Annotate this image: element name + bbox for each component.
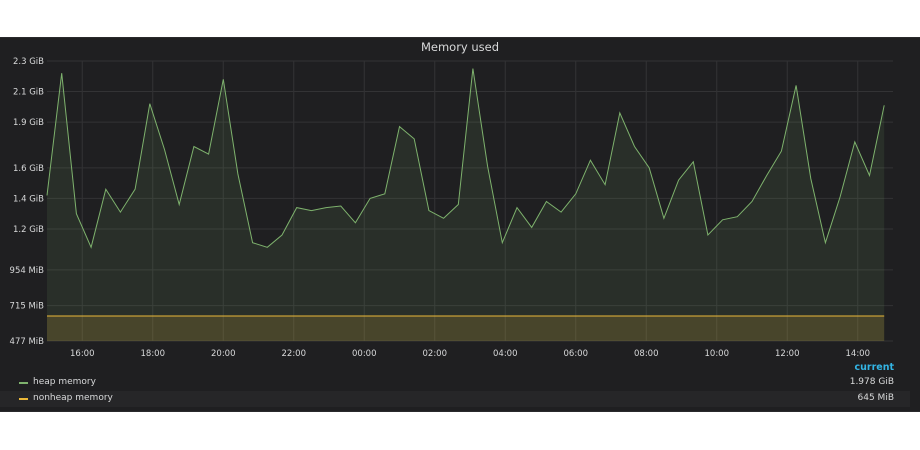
y-tick-label: 954 MiB xyxy=(10,266,45,276)
x-tick-label: 18:00 xyxy=(141,349,166,359)
y-tick-label: 477 MiB xyxy=(10,337,45,347)
y-tick-label: 1.9 GiB xyxy=(13,118,44,128)
x-tick-label: 14:00 xyxy=(846,349,871,359)
x-tick-label: 22:00 xyxy=(282,349,307,359)
x-tick-label: 20:00 xyxy=(211,349,236,359)
x-tick-label: 02:00 xyxy=(423,349,448,359)
heap-memory-area xyxy=(47,68,885,341)
y-tick-label: 715 MiB xyxy=(10,302,45,312)
y-tick-label: 2.3 GiB xyxy=(13,57,44,67)
legend-item-heap-memory[interactable]: heap memory 1.978 GiB xyxy=(0,375,910,391)
x-tick-label: 04:00 xyxy=(493,349,518,359)
x-tick-label: 16:00 xyxy=(70,349,95,359)
graph-panel: Memory used 2.3 GiB 2.1 GiB 1.9 GiB 1.6 GiB… xyxy=(0,37,920,412)
x-tick-label: 10:00 xyxy=(705,349,730,359)
legend-current-value: 1.978 GiB xyxy=(849,377,894,387)
heap-memory-line xyxy=(46,68,885,249)
y-tick-label: 1.4 GiB xyxy=(13,194,44,204)
nonheap-memory-swatch xyxy=(19,398,28,400)
legend-label[interactable]: heap memory xyxy=(33,377,96,387)
x-tick-label: 08:00 xyxy=(634,349,659,359)
heap-memory-swatch xyxy=(19,382,28,384)
y-tick-label: 2.1 GiB xyxy=(13,88,44,98)
memory-chart: 2.3 GiB 2.1 GiB 1.9 GiB 1.6 GiB 1.4 GiB 1.2 G… xyxy=(10,57,893,359)
x-tick-label: 00:00 xyxy=(352,349,377,359)
y-tick-label: 1.6 GiB xyxy=(13,164,44,174)
legend-label[interactable]: nonheap memory xyxy=(33,393,113,403)
y-tick-label: 1.2 GiB xyxy=(13,225,44,235)
legend-current-header[interactable]: current xyxy=(854,362,894,373)
x-tick-label: 12:00 xyxy=(775,349,800,359)
nonheap-memory-area xyxy=(47,316,885,341)
legend-current-value: 645 MiB xyxy=(857,393,894,403)
x-tick-label: 06:00 xyxy=(564,349,589,359)
panel-title[interactable]: Memory used xyxy=(420,40,500,54)
legend-item-nonheap-memory[interactable]: nonheap memory 645 MiB xyxy=(0,391,910,407)
